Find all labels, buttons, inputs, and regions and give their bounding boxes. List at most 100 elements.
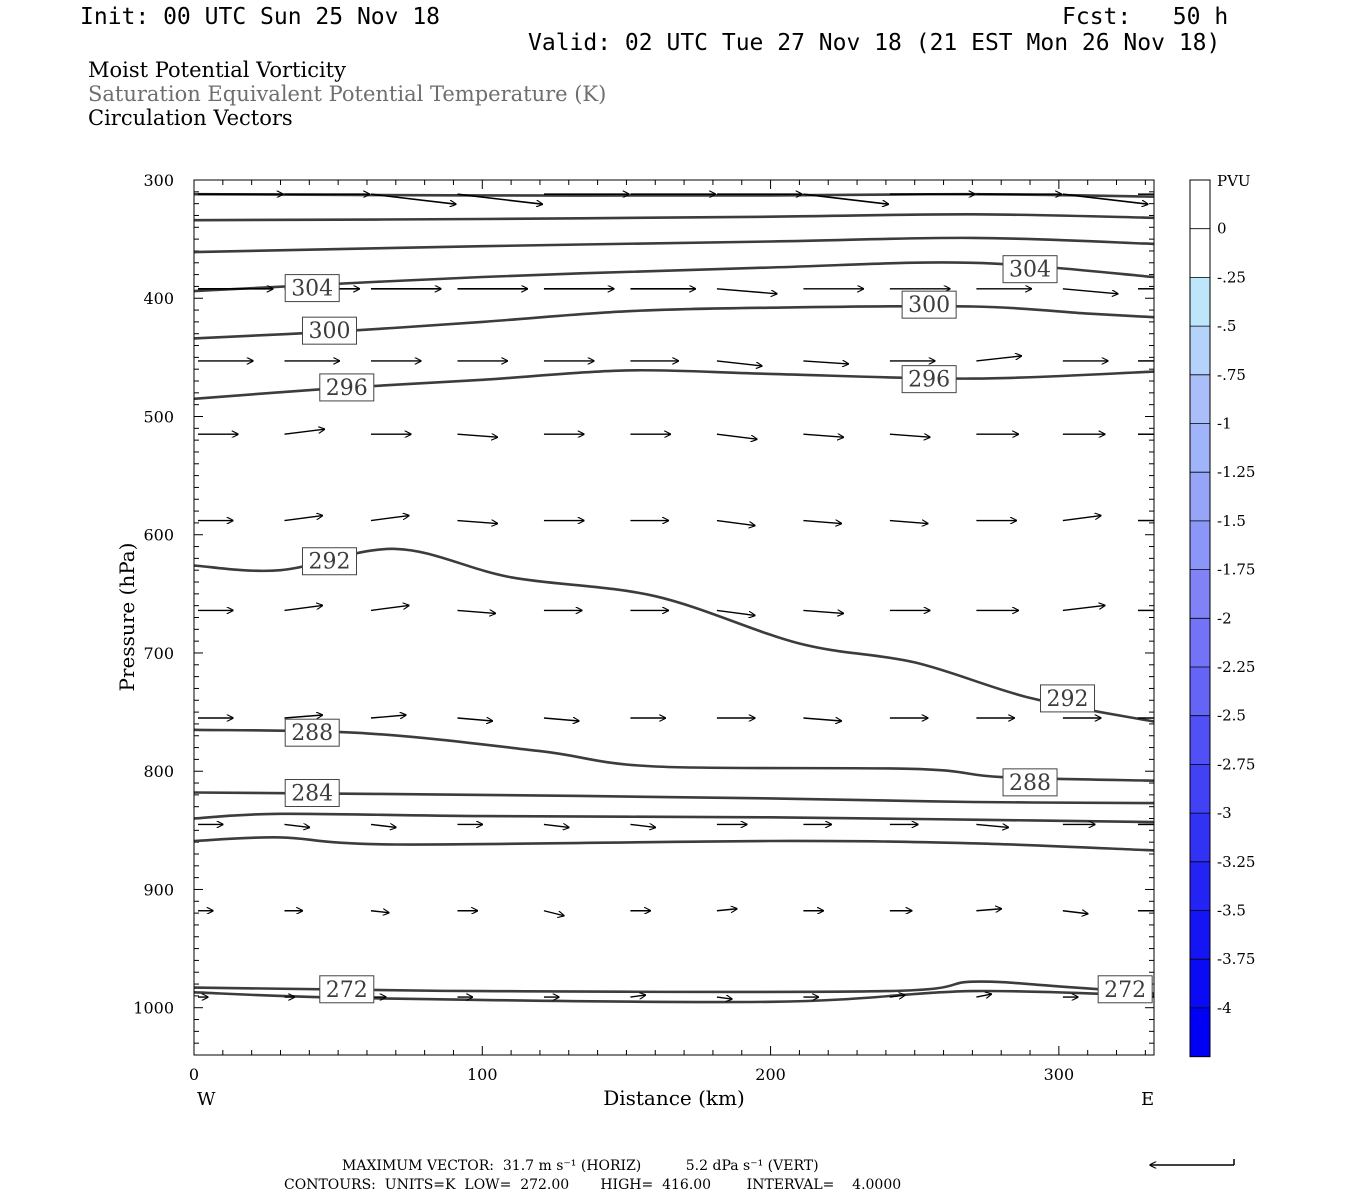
- vector-arrow: [370, 911, 389, 913]
- contour-line: [193, 791, 1155, 805]
- colorbar-swatch: [1190, 715, 1210, 765]
- contour-label: 272: [1104, 978, 1146, 1003]
- vector-arrow: [370, 516, 409, 522]
- x-tick-label: 200: [755, 1065, 786, 1084]
- vector-arrow: [976, 824, 1008, 827]
- vector-arrow: [284, 605, 322, 612]
- contour-label-box: [301, 547, 357, 576]
- vector-arrow: [803, 434, 843, 437]
- colorbar-level-label: -1: [1217, 415, 1232, 433]
- y-tick-label: 700: [143, 644, 174, 663]
- vector-arrow: [889, 434, 930, 437]
- colorbar-swatch: [1190, 374, 1210, 424]
- vector-arrow: [630, 824, 655, 827]
- vector-arrow: [976, 909, 1001, 911]
- y-tick-label: 800: [143, 762, 174, 781]
- y-tick-label: 400: [143, 289, 174, 308]
- theta-es-contours: [193, 192, 1155, 1004]
- field-title-mpv: Moist Potential Vorticity: [88, 58, 346, 82]
- x-tick-label: 300: [1044, 1065, 1075, 1084]
- y-tick-label: 900: [143, 880, 174, 899]
- vector-arrow: [716, 909, 737, 911]
- colorbar-swatch: [1190, 520, 1210, 571]
- y-tick-label: 1000: [133, 999, 174, 1018]
- contour-label-box: [901, 290, 957, 319]
- vector-arrow: [1062, 911, 1088, 914]
- vector-arrow: [543, 718, 579, 721]
- contour-label: 296: [326, 376, 368, 401]
- contour-label-box: [284, 718, 340, 747]
- vector-arrow: [630, 995, 645, 997]
- colorbar-level-label: 0: [1217, 220, 1227, 238]
- contour-line: [193, 836, 1155, 852]
- colorbar: PVU 0 -.25 -.5 -.75 -1 -1.25 -1.5 -1.75 -2 -2.25 -2…: [1189, 172, 1255, 1058]
- colorbar-swatch: [1190, 910, 1210, 960]
- colorbar-level-label: -2.75: [1217, 755, 1255, 773]
- contour-labels: 304 304 300 300 296 296 292 292 288 288 284 272 272: [284, 255, 1153, 1004]
- colorbar-level-label: -2: [1217, 609, 1232, 627]
- vector-arrow: [1062, 288, 1118, 294]
- vector-arrow: [370, 193, 456, 204]
- vector-arrow: [976, 994, 991, 997]
- colorbar-swatch: [1190, 228, 1210, 278]
- vector-arrow: [457, 610, 495, 613]
- contour-label: 272: [326, 978, 368, 1003]
- y-axis-title: Pressure (hPa): [115, 543, 139, 692]
- vector-arrow: [716, 360, 762, 366]
- x-tick-label: 100: [467, 1065, 498, 1084]
- contour-line: [193, 236, 1155, 254]
- vector-arrow: [716, 997, 732, 999]
- colorbar-level-label: -3: [1217, 804, 1232, 822]
- colorbar-swatch: [1190, 472, 1210, 522]
- contour-label-box: [901, 365, 957, 394]
- contour-label-box: [1002, 768, 1058, 797]
- contour-line: [193, 728, 1155, 782]
- contour-label-box: [1097, 975, 1153, 1004]
- forecast-hour: Fcst: 50 h: [1062, 4, 1229, 30]
- colorbar-level-label: -.5: [1217, 317, 1236, 335]
- vector-arrow: [1062, 193, 1148, 204]
- circulation-vectors: [198, 194, 1154, 999]
- contour-label: 292: [308, 550, 350, 575]
- contour-line: [193, 212, 1155, 222]
- colorbar-level-label: -1.25: [1217, 463, 1255, 481]
- x-axis-title: Distance (km): [603, 1086, 745, 1110]
- vector-arrow: [1062, 605, 1105, 612]
- contour-label-box: [1040, 684, 1096, 713]
- contour-label: 300: [308, 319, 350, 344]
- vector-arrow: [284, 824, 309, 827]
- x-tick-label: 0: [189, 1065, 199, 1084]
- vector-arrow: [370, 715, 406, 718]
- colorbar-level-label: -2.5: [1217, 707, 1246, 725]
- vector-arrow: [284, 516, 322, 522]
- plot-frame: [193, 179, 1155, 1056]
- colorbar-swatch: [1190, 667, 1210, 717]
- y-tick-label: 500: [143, 407, 174, 426]
- colorbar-swatch: [1190, 764, 1210, 814]
- vector-arrow: [889, 995, 905, 997]
- field-title-vectors: Circulation Vectors: [88, 106, 293, 130]
- colorbar-swatch: [1190, 180, 1210, 230]
- contour-label-box: [1002, 255, 1058, 284]
- contour-label-box: [319, 975, 375, 1004]
- colorbar-level-label: -1.75: [1217, 561, 1255, 579]
- contour-line: [193, 989, 1155, 1004]
- contour-line: [193, 812, 1155, 824]
- vector-arrow: [716, 433, 757, 439]
- contour-label: 288: [291, 721, 333, 746]
- contour-label: 300: [908, 293, 950, 318]
- contour-label: 292: [1047, 687, 1089, 712]
- vector-arrow: [889, 521, 928, 524]
- init-time: Init: 00 UTC Sun 25 Nov 18: [80, 4, 441, 30]
- colorbar-unit: PVU: [1217, 172, 1251, 190]
- contour-line: [193, 980, 1155, 995]
- colorbar-swatch: [1190, 423, 1210, 473]
- vector-arrow: [803, 361, 848, 364]
- colorbar-swatch: [1190, 326, 1210, 376]
- colorbar-level-label: -3.25: [1217, 853, 1255, 871]
- vector-arrow: [716, 609, 755, 615]
- vector-arrow: [803, 193, 888, 204]
- contour-label: 296: [908, 368, 950, 393]
- vector-arrow: [370, 824, 396, 827]
